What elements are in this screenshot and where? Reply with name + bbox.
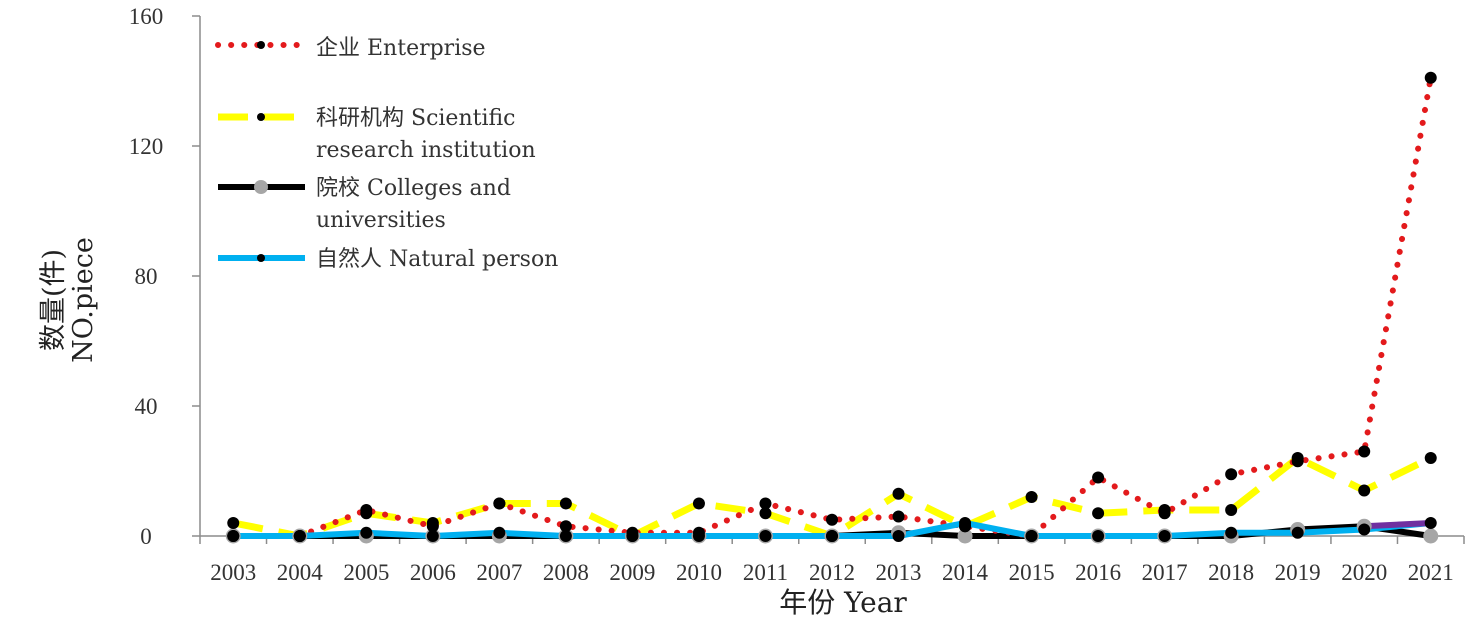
x-tick-label: 2003 xyxy=(210,560,256,585)
y-tick-label: 160 xyxy=(129,4,164,29)
series-0-point xyxy=(1424,71,1437,84)
legend-label-research-line2: research institution xyxy=(316,138,536,163)
series-0-point xyxy=(1358,445,1371,458)
series-3-point xyxy=(626,530,639,542)
series-1-point xyxy=(1092,507,1105,520)
series-3-point xyxy=(360,526,373,539)
legend-item-research: 科研机构 Scientific research institution xyxy=(218,106,536,163)
x-axis: 2003 2004 2005 2006 2007 2008 2009 2010 2011 2012… xyxy=(199,535,1465,585)
series-0-point xyxy=(1225,468,1238,481)
legend: 企业 Enterprise 科研机构 Scientific research i… xyxy=(215,36,558,272)
legend-label-natural-person: 自然人 Natural person xyxy=(316,247,558,272)
y-axis-title: 数量(件) NO.piece xyxy=(38,237,99,363)
series-1-point xyxy=(1025,491,1038,503)
series-3-point xyxy=(1225,526,1238,539)
y-axis-title-cn: 数量(件) xyxy=(38,249,69,351)
y-tick-label: 40 xyxy=(135,394,158,419)
series-3-point xyxy=(826,530,838,542)
legend-label-colleges-line1: 院校 Colleges and xyxy=(316,176,511,201)
legend-item-colleges: 院校 Colleges and universities xyxy=(218,176,511,233)
x-tick-label: 2006 xyxy=(410,560,456,585)
series-0-point xyxy=(559,520,572,533)
series-2-point xyxy=(957,528,973,544)
x-tick-label: 2011 xyxy=(743,560,788,585)
series-3-point xyxy=(1092,530,1105,542)
x-tick-label: 2007 xyxy=(476,560,522,585)
series-0-point xyxy=(892,510,905,523)
legend-label-enterprise: 企业 Enterprise xyxy=(316,36,486,61)
x-tick-label: 2009 xyxy=(609,560,655,585)
series-3-point xyxy=(559,530,572,542)
legend-label-research-line1: 科研机构 Scientific xyxy=(316,106,515,131)
x-tick-label: 2015 xyxy=(1009,560,1055,585)
series-3-point xyxy=(293,530,306,542)
x-tick-label: 2012 xyxy=(809,560,855,585)
x-tick-label: 2020 xyxy=(1341,560,1387,585)
x-tick-label: 2014 xyxy=(942,560,989,585)
series-3-point xyxy=(759,530,772,542)
series-0-point xyxy=(1291,455,1304,468)
x-axis-title: 年份 Year xyxy=(779,586,907,619)
y-axis-title-en: NO.piece xyxy=(68,237,99,363)
series-0-point xyxy=(426,520,439,533)
series-3-point xyxy=(1358,523,1371,536)
legend-item-enterprise: 企业 Enterprise xyxy=(215,36,486,61)
series-3-point xyxy=(892,530,905,542)
plot-markers xyxy=(225,71,1439,544)
series-1-point xyxy=(759,507,772,520)
x-tick-label: 2018 xyxy=(1208,560,1254,585)
series-3-point xyxy=(1158,530,1171,542)
legend-label-colleges-line2: universities xyxy=(316,208,446,233)
series-3-point xyxy=(1291,526,1304,539)
x-tick-label: 2008 xyxy=(543,560,589,585)
series-3-point xyxy=(1025,530,1038,542)
series-1-point xyxy=(559,497,572,510)
x-tick-label: 2019 xyxy=(1275,560,1321,585)
legend-marker-colleges xyxy=(254,180,268,194)
series-3-point xyxy=(692,530,705,542)
series-0-point xyxy=(1158,507,1171,520)
x-tick-label: 2005 xyxy=(343,560,389,585)
series-2-point xyxy=(1423,528,1439,544)
y-tick-label: 0 xyxy=(140,524,152,549)
series-0-point xyxy=(360,504,373,516)
legend-marker-natural-person xyxy=(257,254,265,262)
trend-segment xyxy=(1361,520,1434,530)
x-tick-label: 2010 xyxy=(676,560,722,585)
y-tick-label: 120 xyxy=(129,134,164,159)
legend-marker-enterprise xyxy=(257,41,265,49)
y-axis: 0 40 80 120 160 xyxy=(129,4,201,549)
series-3-point xyxy=(227,530,240,542)
x-tick-label: 2013 xyxy=(876,560,922,585)
series-3-point xyxy=(1424,517,1437,529)
series-0-point xyxy=(1092,471,1105,484)
series-1-point xyxy=(692,497,705,510)
series-1-point xyxy=(1358,484,1371,497)
series-3-point xyxy=(959,517,972,529)
series-1-point xyxy=(1424,452,1437,464)
x-tick-label: 2017 xyxy=(1142,560,1188,585)
series-1-point xyxy=(1225,504,1238,516)
series-0-point xyxy=(826,513,838,526)
series-0-point xyxy=(759,497,772,510)
x-tick-label: 2021 xyxy=(1408,560,1454,585)
legend-marker-research xyxy=(257,113,265,121)
series-0-point xyxy=(493,497,506,510)
series-3-point xyxy=(426,530,439,542)
series-1-point xyxy=(227,517,240,529)
x-tick-label: 2016 xyxy=(1075,560,1121,585)
series-3-point xyxy=(493,526,506,539)
series-1-point xyxy=(892,487,905,500)
y-tick-label: 80 xyxy=(135,264,158,289)
legend-item-natural-person: 自然人 Natural person xyxy=(218,247,558,272)
x-tick-label: 2004 xyxy=(277,560,324,585)
